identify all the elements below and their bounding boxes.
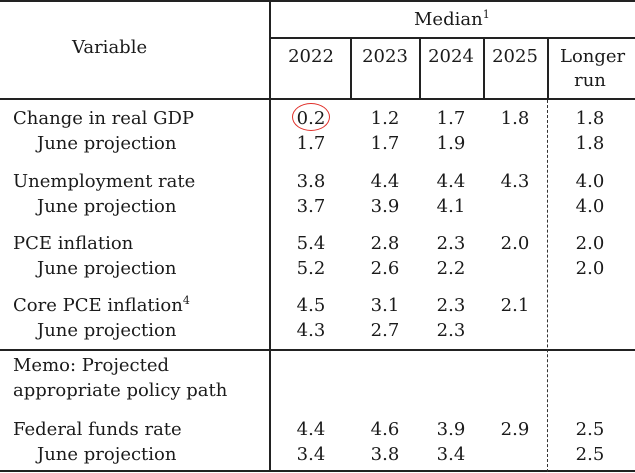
cell-value: 2.0: [575, 233, 605, 254]
cell-value: 4.4: [370, 171, 400, 192]
memo-top-rule: [0, 349, 635, 351]
cell-value: 3.8: [370, 444, 400, 465]
row-label: June projection: [37, 321, 176, 341]
col-divider-2025: [547, 37, 549, 100]
cell-value: 1.7: [370, 133, 400, 154]
row-label: June projection: [37, 444, 177, 465]
header-longer-run-line2: run: [574, 70, 606, 91]
cell-value: 1.2: [370, 108, 400, 129]
header-year-2022: 2022: [288, 46, 334, 67]
footnote-marker: 4: [182, 294, 190, 307]
cell-value: 2.8: [370, 233, 400, 254]
cell-value: 2.6: [370, 258, 400, 279]
cell-value: 2.5: [575, 444, 605, 465]
row-label: Federal funds rate: [13, 419, 182, 440]
cell-value: 1.8: [500, 108, 530, 129]
memo-line1: Memo: Projected: [13, 355, 170, 376]
cell-value: 4.4: [436, 171, 466, 192]
cell-value: 4.4: [296, 419, 326, 440]
row-label-text: Core PCE inflation: [13, 295, 183, 316]
cell-value: 3.1: [370, 295, 400, 316]
cell-value: 5.2: [296, 258, 326, 279]
row-label-text: Change in real GDP: [13, 108, 195, 129]
row-label-text: June projection: [37, 258, 177, 279]
col-divider-2024: [483, 37, 485, 100]
cell-value: 2.3: [436, 233, 466, 254]
header-year-2025: 2025: [492, 46, 538, 67]
header-longer-run-line1: Longer: [560, 46, 626, 67]
cell-value: 2.3: [436, 320, 466, 341]
cell-value: 4.1: [436, 196, 466, 217]
cell-value: 3.9: [370, 196, 400, 217]
cell-value: 4.0: [575, 196, 605, 217]
memo-line2: appropriate policy path: [13, 380, 228, 401]
cell-value: 1.8: [575, 133, 605, 154]
cell-value: 2.2: [436, 258, 466, 279]
col-divider-2022: [350, 37, 352, 100]
cell-value: 1.8: [575, 108, 605, 129]
col-divider-variable: [269, 0, 271, 472]
cell-value: 2.9: [500, 419, 530, 440]
cell-value: 2.0: [575, 258, 605, 279]
cell-value: 3.8: [296, 171, 326, 192]
median-underline: [270, 37, 635, 39]
longer-run-dashed-divider: [547, 100, 548, 472]
header-median: Median1: [414, 8, 490, 30]
cell-value: 2.0: [500, 233, 530, 254]
row-label: June projection: [37, 134, 176, 154]
cell-value: 3.4: [436, 444, 466, 465]
cell-value: 2.3: [436, 295, 466, 316]
row-label-text: PCE inflation: [13, 233, 134, 254]
cell-value: 1.9: [436, 133, 466, 154]
cell-value: 5.4: [296, 233, 326, 254]
col-divider-2023: [419, 37, 421, 100]
header-bottom-rule: [0, 98, 635, 100]
highlight-circle: [292, 103, 330, 131]
cell-value: 3.7: [296, 196, 326, 217]
row-label: June projection: [37, 259, 176, 279]
cell-value: 1.7: [296, 133, 326, 154]
cell-value: 4.0: [575, 171, 605, 192]
row-label-text: June projection: [37, 196, 177, 217]
row-label: Unemployment rate: [13, 172, 195, 192]
header-year-2024: 2024: [428, 46, 474, 67]
cell-value: 2.1: [500, 295, 530, 316]
cell-value: 4.5: [296, 295, 326, 316]
cell-value: 3.4: [296, 444, 326, 465]
row-label-text: June projection: [37, 133, 177, 154]
row-label: PCE inflation: [13, 234, 133, 254]
row-label: June projection: [37, 197, 176, 217]
cell-value: 4.6: [370, 419, 400, 440]
header-year-2023: 2023: [362, 46, 408, 67]
table-top-rule: [0, 0, 635, 2]
cell-value: 4.3: [500, 171, 530, 192]
row-label-text: June projection: [37, 320, 177, 341]
header-variable: Variable: [72, 37, 148, 58]
cell-value: 3.9: [436, 419, 466, 440]
row-label: Change in real GDP: [13, 109, 194, 129]
cell-value: 1.7: [436, 108, 466, 129]
row-label: Core PCE inflation4: [13, 294, 190, 316]
cell-value: 2.5: [575, 419, 605, 440]
table-bottom-rule: [0, 470, 635, 472]
row-label-text: Unemployment rate: [13, 171, 196, 192]
cell-value: 4.3: [296, 320, 326, 341]
cell-value: 2.7: [370, 320, 400, 341]
